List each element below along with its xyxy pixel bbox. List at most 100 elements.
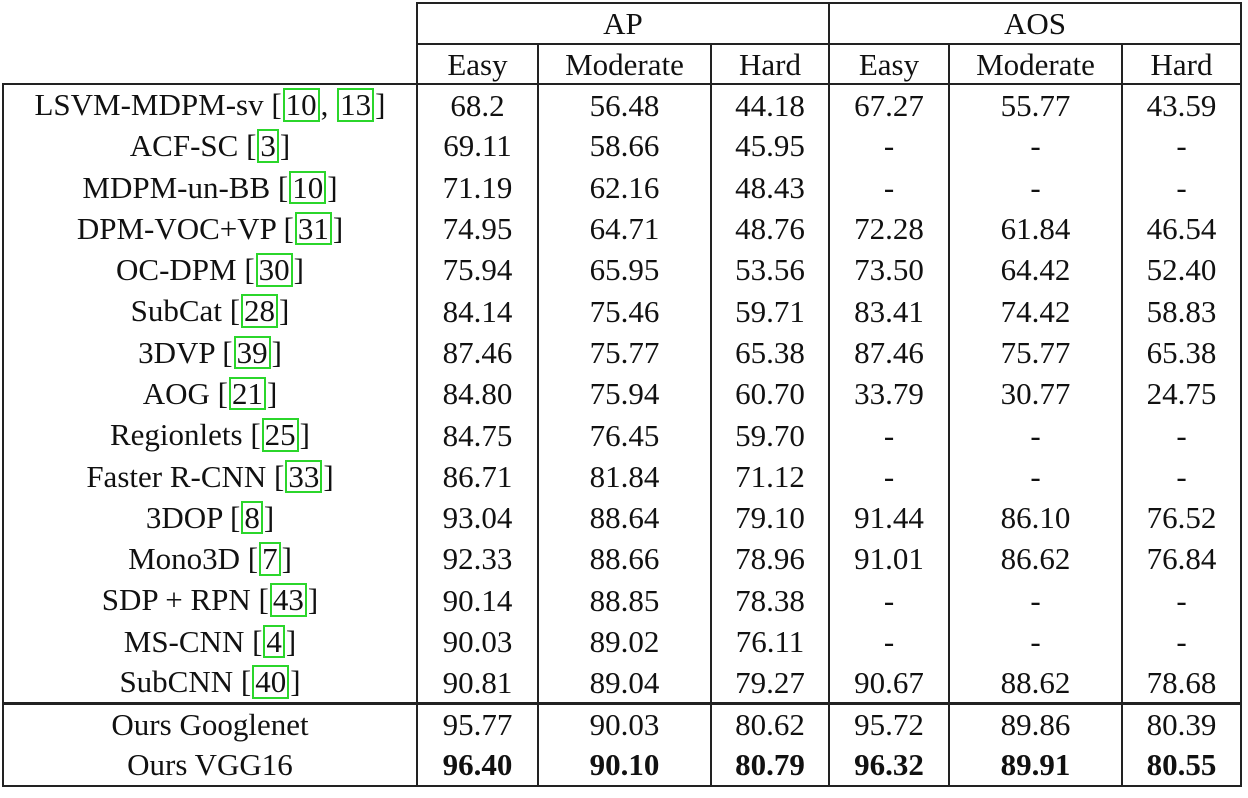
value-ap-hard: 80.79 xyxy=(710,744,829,788)
table-row-ours-googlenet: Ours Googlenet 95.77 90.03 80.62 95.72 89.86 8… xyxy=(2,701,1242,745)
value-ap-hard: 78.96 xyxy=(710,538,829,580)
value-ap-easy: 90.03 xyxy=(416,620,538,663)
value-aos-moderate: 89.86 xyxy=(948,701,1122,745)
header-aos-easy: Easy xyxy=(828,43,949,84)
citation-link[interactable]: 28 xyxy=(241,294,279,328)
value-ap-easy: 71.19 xyxy=(416,166,538,208)
value-ap-easy: 84.75 xyxy=(416,414,538,456)
citation-link[interactable]: 33 xyxy=(285,459,323,494)
value-aos-hard: 76.52 xyxy=(1121,496,1242,539)
value-aos-easy: - xyxy=(828,414,949,456)
value-ap-moderate: 76.45 xyxy=(537,414,711,456)
value-ap-hard: 48.43 xyxy=(710,166,829,208)
value-aos-easy: 73.50 xyxy=(828,249,949,291)
value-ap-easy: 95.77 xyxy=(416,701,538,745)
value-aos-easy: - xyxy=(828,166,949,208)
value-aos-moderate: 75.77 xyxy=(948,331,1122,374)
method-name: OC-DPM xyxy=(116,252,237,288)
table-row-ms-cnn: MS-CNN [4] 90.03 89.02 76.11- - - xyxy=(2,620,1242,663)
citation-link[interactable]: 10 xyxy=(289,170,327,204)
value-aos-hard: 80.55 xyxy=(1121,744,1242,788)
table-row-ours-vgg16: Ours VGG16 96.40 90.10 80.79 96.32 89.91 80.55 xyxy=(2,744,1242,788)
value-aos-hard: 80.39 xyxy=(1121,701,1242,745)
value-aos-easy: 96.32 xyxy=(828,744,949,788)
citation-link[interactable]: 21 xyxy=(228,377,266,411)
value-ap-moderate: 75.77 xyxy=(537,331,711,374)
citation-link[interactable]: 10 xyxy=(282,88,320,122)
citation-link[interactable]: 7 xyxy=(259,542,281,576)
citation-link[interactable]: 3 xyxy=(257,129,279,163)
method-cell: MDPM-un-BB [10] xyxy=(2,166,417,208)
citation-link[interactable]: 30 xyxy=(255,253,293,287)
method-name: 3DOP xyxy=(145,499,223,535)
header-ap: AP xyxy=(416,2,829,44)
value-aos-moderate: 55.77 xyxy=(948,82,1122,126)
method-cell: MS-CNN [4] xyxy=(2,620,417,663)
value-ap-easy: 84.80 xyxy=(416,373,538,415)
value-aos-moderate: - xyxy=(948,579,1122,621)
value-ap-hard: 80.62 xyxy=(710,701,829,745)
value-ap-moderate: 89.02 xyxy=(537,620,711,663)
header-sub-row: Easy Moderate Hard Easy Moderate Hard xyxy=(3,43,1242,84)
value-ap-easy: 93.04 xyxy=(416,496,538,539)
header-ap-easy: Easy xyxy=(416,43,538,84)
citation-link[interactable]: 25 xyxy=(261,418,299,452)
value-ap-moderate: 89.04 xyxy=(537,662,711,704)
results-table: AP AOS Easy Moderate Hard Easy Moderate … xyxy=(2,2,1242,788)
value-aos-moderate: - xyxy=(948,455,1122,497)
table-row-lsvm-mdpm-sv: LSVM-MDPM-sv [10, 13] 68.2 56.48 44.18 67.27… xyxy=(2,82,1242,126)
method-cell: ACF-SC [3] xyxy=(2,125,417,167)
citation-link[interactable]: 40 xyxy=(252,665,290,699)
value-aos-hard: - xyxy=(1121,166,1242,208)
method-name: Faster R-CNN xyxy=(86,458,267,494)
value-ap-moderate: 88.85 xyxy=(537,579,711,621)
citation-link[interactable]: 13 xyxy=(337,88,375,122)
value-aos-moderate: 89.91 xyxy=(948,744,1122,788)
value-ap-hard: 76.11 xyxy=(710,620,829,663)
method-name: MDPM-un-BB xyxy=(82,169,271,205)
value-aos-moderate: 86.62 xyxy=(948,538,1122,580)
value-aos-hard: 43.59 xyxy=(1121,82,1242,126)
table-row-regionlets: Regionlets [25] 84.75 76.45 59.70- - - xyxy=(2,414,1242,456)
table-row-faster-r-cnn: Faster R-CNN [33] 86.71 81.84 71.12- - - xyxy=(2,455,1242,497)
method-cell: Ours VGG16 xyxy=(2,744,417,788)
value-ap-moderate: 58.66 xyxy=(537,125,711,167)
value-ap-moderate: 90.03 xyxy=(537,701,711,745)
method-cell: SubCat [28] xyxy=(2,290,417,332)
value-aos-moderate: - xyxy=(948,414,1122,456)
value-aos-hard: 65.38 xyxy=(1121,331,1242,374)
header-ap-hard: Hard xyxy=(710,43,829,84)
citation-link[interactable]: 39 xyxy=(233,335,271,370)
method-cell: OC-DPM [30] xyxy=(2,249,417,291)
citation-link[interactable]: 4 xyxy=(263,624,285,659)
value-aos-easy: - xyxy=(828,125,949,167)
table-row-3dvp: 3DVP [39] 87.46 75.77 65.38 87.46 75.77 65.38 xyxy=(2,331,1242,374)
citation-link[interactable]: 8 xyxy=(241,500,263,535)
value-ap-hard: 65.38 xyxy=(710,331,829,374)
method-cell: 3DOP [8] xyxy=(2,496,417,539)
method-name: 3DVP xyxy=(138,334,215,370)
value-aos-moderate: 74.42 xyxy=(948,290,1122,332)
value-aos-easy: - xyxy=(828,620,949,663)
method-cell: LSVM-MDPM-sv [10, 13] xyxy=(2,82,417,126)
value-ap-hard: 48.76 xyxy=(710,207,829,250)
method-name: MS-CNN xyxy=(123,623,245,659)
value-aos-hard: 46.54 xyxy=(1121,207,1242,250)
value-aos-easy: - xyxy=(828,455,949,497)
value-ap-moderate: 88.66 xyxy=(537,538,711,580)
table-row-subcnn: SubCNN [40] 90.81 89.04 79.27 90.67 88.62 78.6… xyxy=(2,662,1242,704)
citation-link[interactable]: 43 xyxy=(269,583,307,617)
method-name: Regionlets xyxy=(109,417,243,453)
value-aos-hard: - xyxy=(1121,414,1242,456)
method-name: DPM-VOC+VP xyxy=(76,210,276,246)
method-name: SDP + RPN xyxy=(101,582,251,618)
citation-link[interactable]: 31 xyxy=(294,211,332,246)
value-ap-moderate: 90.10 xyxy=(537,744,711,788)
value-aos-easy: 91.01 xyxy=(828,538,949,580)
value-ap-easy: 92.33 xyxy=(416,538,538,580)
value-aos-moderate: - xyxy=(948,125,1122,167)
method-name: Ours Googlenet xyxy=(111,707,309,743)
header-aos-hard: Hard xyxy=(1121,43,1242,84)
value-ap-hard: 53.56 xyxy=(710,249,829,291)
